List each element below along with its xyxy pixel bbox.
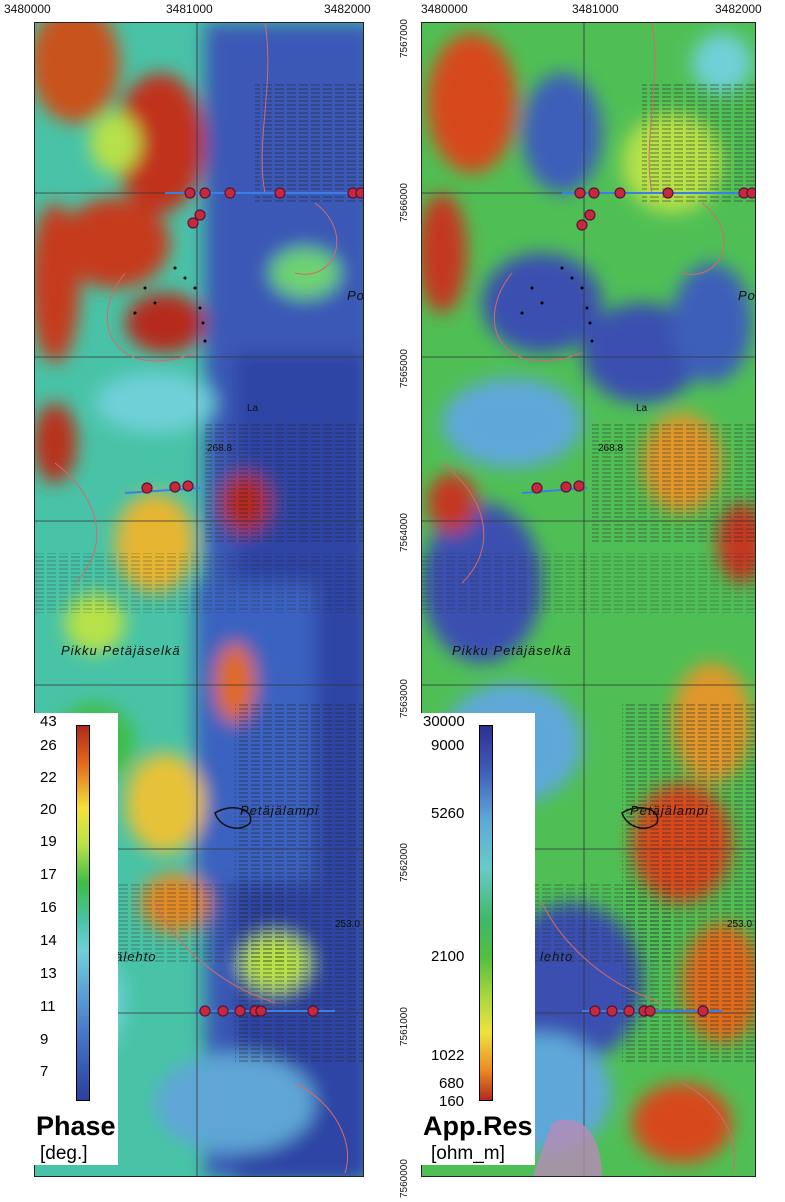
resistivity-tick: 1022	[431, 1047, 465, 1064]
northing-label-6: 7562000	[399, 843, 410, 882]
phase-legend-unit: [deg.]	[40, 1143, 88, 1164]
phase-tick: 16	[40, 899, 57, 916]
easting-label-left-2: 3481000	[166, 2, 213, 16]
northing-label-3: 7565000	[399, 349, 410, 388]
place-pors-left: Pors	[347, 288, 364, 303]
resistivity-tick: 680	[439, 1075, 465, 1092]
phase-tick: 9	[40, 1031, 49, 1048]
phase-tick: 14	[40, 932, 57, 949]
phase-tick: 20	[40, 801, 57, 818]
phase-tick: 19	[40, 833, 57, 850]
resistivity-tick: 160	[439, 1093, 465, 1110]
place-petajalampi-left: Petäjälampi	[240, 803, 319, 818]
resistivity-tick: 5260	[431, 805, 465, 822]
northing-label-1: 7567000	[399, 19, 410, 58]
phase-legend: 43 26 22 20 19 17 16 14 13 11 9 7 Phase …	[34, 713, 118, 1165]
northing-label-4: 7564000	[399, 513, 410, 552]
phase-tick: 7	[40, 1063, 49, 1080]
place-pikku-petajaselka-right: Pikku Petäjäselkä	[452, 643, 572, 658]
phase-profile-lines	[124, 187, 363, 1017]
easting-label-right-3: 3482000	[715, 2, 762, 16]
easting-label-left-1: 3480000	[4, 2, 51, 16]
resistivity-legend-title: App.Res	[423, 1111, 533, 1141]
northing-label-2: 7566000	[399, 183, 410, 222]
easting-label-right-2: 3481000	[572, 2, 619, 16]
spot-la-right: La	[636, 403, 648, 414]
elev-253-left: 253.0	[335, 919, 361, 930]
easting-label-left-3: 3482000	[324, 2, 371, 16]
place-pikku-petajaselka-left: Pikku Petäjäselkä	[61, 643, 181, 658]
phase-tick: 22	[40, 769, 57, 786]
resistivity-legend-unit: [ohm_m]	[431, 1143, 505, 1164]
place-lehto-right: lehto	[540, 949, 574, 964]
elev-268-left: 268.8	[207, 443, 233, 454]
spot-la-left: La	[247, 403, 259, 414]
resistivity-colorbar	[479, 725, 493, 1101]
phase-tick: 26	[40, 737, 57, 754]
phase-tick: 11	[40, 998, 56, 1015]
phase-colorbar	[76, 725, 90, 1101]
easting-label-right-1: 3480000	[421, 2, 468, 16]
place-pors-right: Pors	[738, 288, 756, 303]
resistivity-profile-lines	[521, 187, 755, 1017]
phase-tick: 43	[40, 713, 57, 730]
resistivity-tick: 2100	[431, 948, 465, 965]
resistivity-tick: 30000	[423, 713, 465, 730]
phase-tick: 13	[40, 965, 57, 982]
northing-label-8: 7560000	[399, 1159, 410, 1198]
phase-tick: 17	[40, 866, 57, 883]
phase-legend-title: Phase	[36, 1111, 116, 1141]
northing-label-5: 7563000	[399, 679, 410, 718]
resistivity-legend: 30000 9000 5260 2100 1022 680 160 App.Re…	[421, 713, 535, 1165]
resistivity-tick: 9000	[431, 737, 465, 754]
northing-label-7: 7561000	[399, 1007, 410, 1046]
elev-268-right: 268.8	[598, 443, 624, 454]
elev-253-right: 253.0	[727, 919, 753, 930]
place-petajalampi-right: Petäjälampi	[630, 803, 709, 818]
